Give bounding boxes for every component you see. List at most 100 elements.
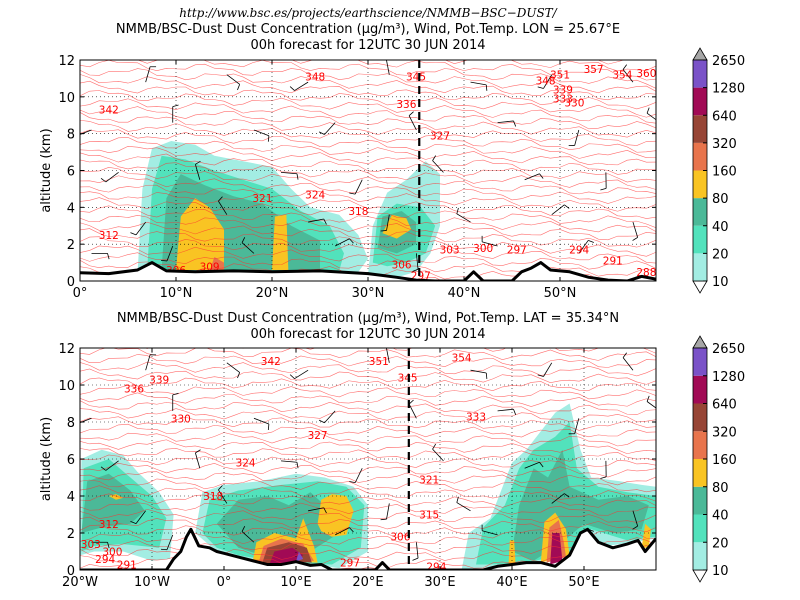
colorbar-segment — [693, 115, 707, 143]
wind-barb — [632, 221, 639, 238]
wind-barb — [482, 241, 498, 247]
wind-barb — [386, 348, 390, 363]
wind-barb-flag — [195, 160, 201, 165]
wind-barb-flag — [380, 230, 387, 232]
colorbar-tick-label: 20 — [712, 536, 729, 551]
wind-barb — [334, 238, 350, 247]
y-tick-label: 0 — [67, 564, 75, 579]
theta-label: 357 — [584, 64, 604, 76]
wind-barb-flag — [537, 374, 544, 377]
colorbar-tick-label: 40 — [712, 509, 729, 524]
theta-contour — [80, 485, 656, 502]
wind-barb — [294, 369, 309, 380]
wind-barb — [80, 129, 92, 135]
x-tick-label: 10°E — [280, 575, 311, 590]
theta-label: 345 — [398, 373, 418, 385]
wind-barb-flag — [564, 204, 570, 209]
y-tick-label: 0 — [67, 275, 75, 290]
wind-barb-flag — [267, 135, 270, 142]
theta-label: 297 — [507, 245, 527, 257]
theta-label: 324 — [305, 189, 325, 201]
x-tick-label: 10°N — [160, 286, 193, 301]
theta-contour — [80, 215, 656, 241]
colorbar-segment — [693, 87, 707, 116]
theta-label: 321 — [252, 193, 272, 205]
theta-label: 336 — [124, 384, 144, 396]
x-tick-label: 40°N — [448, 286, 481, 301]
wind-barb — [543, 362, 553, 377]
wind-barb — [622, 357, 634, 371]
wind-barb — [308, 507, 324, 512]
wind-barb-flag — [600, 187, 607, 191]
colorbar-tick-label: 40 — [712, 220, 729, 235]
wind-barb-flag — [646, 107, 650, 114]
theta-label: 294 — [569, 245, 589, 257]
wind-barb — [574, 418, 580, 434]
wind-barb-flag — [323, 507, 327, 514]
wind-barb-flag — [237, 372, 241, 379]
wind-barb — [482, 530, 498, 536]
wind-barb-flag — [539, 462, 544, 468]
theta-contour — [80, 308, 656, 321]
wind-barb-flag — [412, 557, 419, 561]
wind-barb-flag — [349, 192, 356, 195]
top-chart-subtitle: 00h forecast for 12UTC 30 JUN 2014 — [250, 38, 486, 53]
theta-label: 321 — [419, 474, 439, 486]
wind-barb-flag — [172, 104, 179, 108]
theta-label: 327 — [308, 430, 328, 442]
bottom-plot: 342 351 354 339 345 336 330 327 333 324 321 318 315 3… — [39, 308, 745, 590]
theta-label: 345 — [406, 72, 426, 84]
wind-barb — [456, 213, 471, 223]
x-tick-label: 50°E — [568, 575, 599, 590]
theta-label: 327 — [430, 131, 450, 143]
dust-region — [81, 473, 145, 533]
wind-barb — [280, 460, 297, 463]
wind-barb — [386, 503, 390, 520]
terrain-fill — [80, 529, 656, 570]
colorbar-segment — [693, 170, 707, 199]
theta-label: 291 — [603, 256, 623, 268]
theta-label: 300 — [102, 547, 122, 559]
theta-contour — [80, 354, 656, 368]
colorbar-tick-label: 320 — [712, 425, 737, 440]
wind-barb — [432, 160, 444, 173]
wind-barb — [551, 204, 565, 216]
theta-label: 303 — [440, 245, 460, 257]
wind-barb — [574, 129, 580, 146]
theta-label: 354 — [612, 70, 632, 82]
y-tick-label: 10 — [58, 379, 75, 394]
theta-contour — [80, 462, 656, 478]
wind-barb-flag — [513, 409, 517, 415]
wind-barb-flag — [130, 521, 137, 524]
wind-barb-flag — [100, 178, 107, 183]
wind-barb-flag — [241, 237, 246, 243]
x-tick-label: 30°E — [424, 575, 455, 590]
wind-barb — [415, 542, 419, 559]
dust-region — [508, 540, 516, 567]
dust-region — [317, 494, 354, 537]
theta-label: 360 — [636, 68, 656, 80]
wind-barb-flag — [267, 423, 270, 431]
terrain-line — [80, 527, 656, 570]
dust-region — [108, 494, 124, 500]
y-tick-label: 2 — [67, 527, 75, 542]
colorbar-segment — [693, 486, 707, 515]
dust-region — [176, 198, 224, 270]
colorbar-segment — [693, 459, 707, 487]
theta-label: 306 — [390, 532, 410, 544]
wind-barb-flag — [665, 259, 669, 263]
wind-barb-flag — [130, 232, 137, 236]
colorbar-segment — [693, 514, 707, 543]
wind-barb-flag — [432, 155, 437, 161]
theta-contour — [80, 454, 656, 469]
theta-label: 333 — [553, 94, 573, 106]
colorbar-tick-label: 1280 — [712, 82, 745, 97]
colorbar-tick-label: 80 — [712, 481, 729, 496]
theta-contour — [80, 416, 656, 431]
theta-label: 330 — [564, 97, 584, 109]
wind-barb — [497, 120, 514, 124]
colorbar-under-triangle — [692, 280, 708, 294]
wind-barb — [166, 245, 174, 262]
